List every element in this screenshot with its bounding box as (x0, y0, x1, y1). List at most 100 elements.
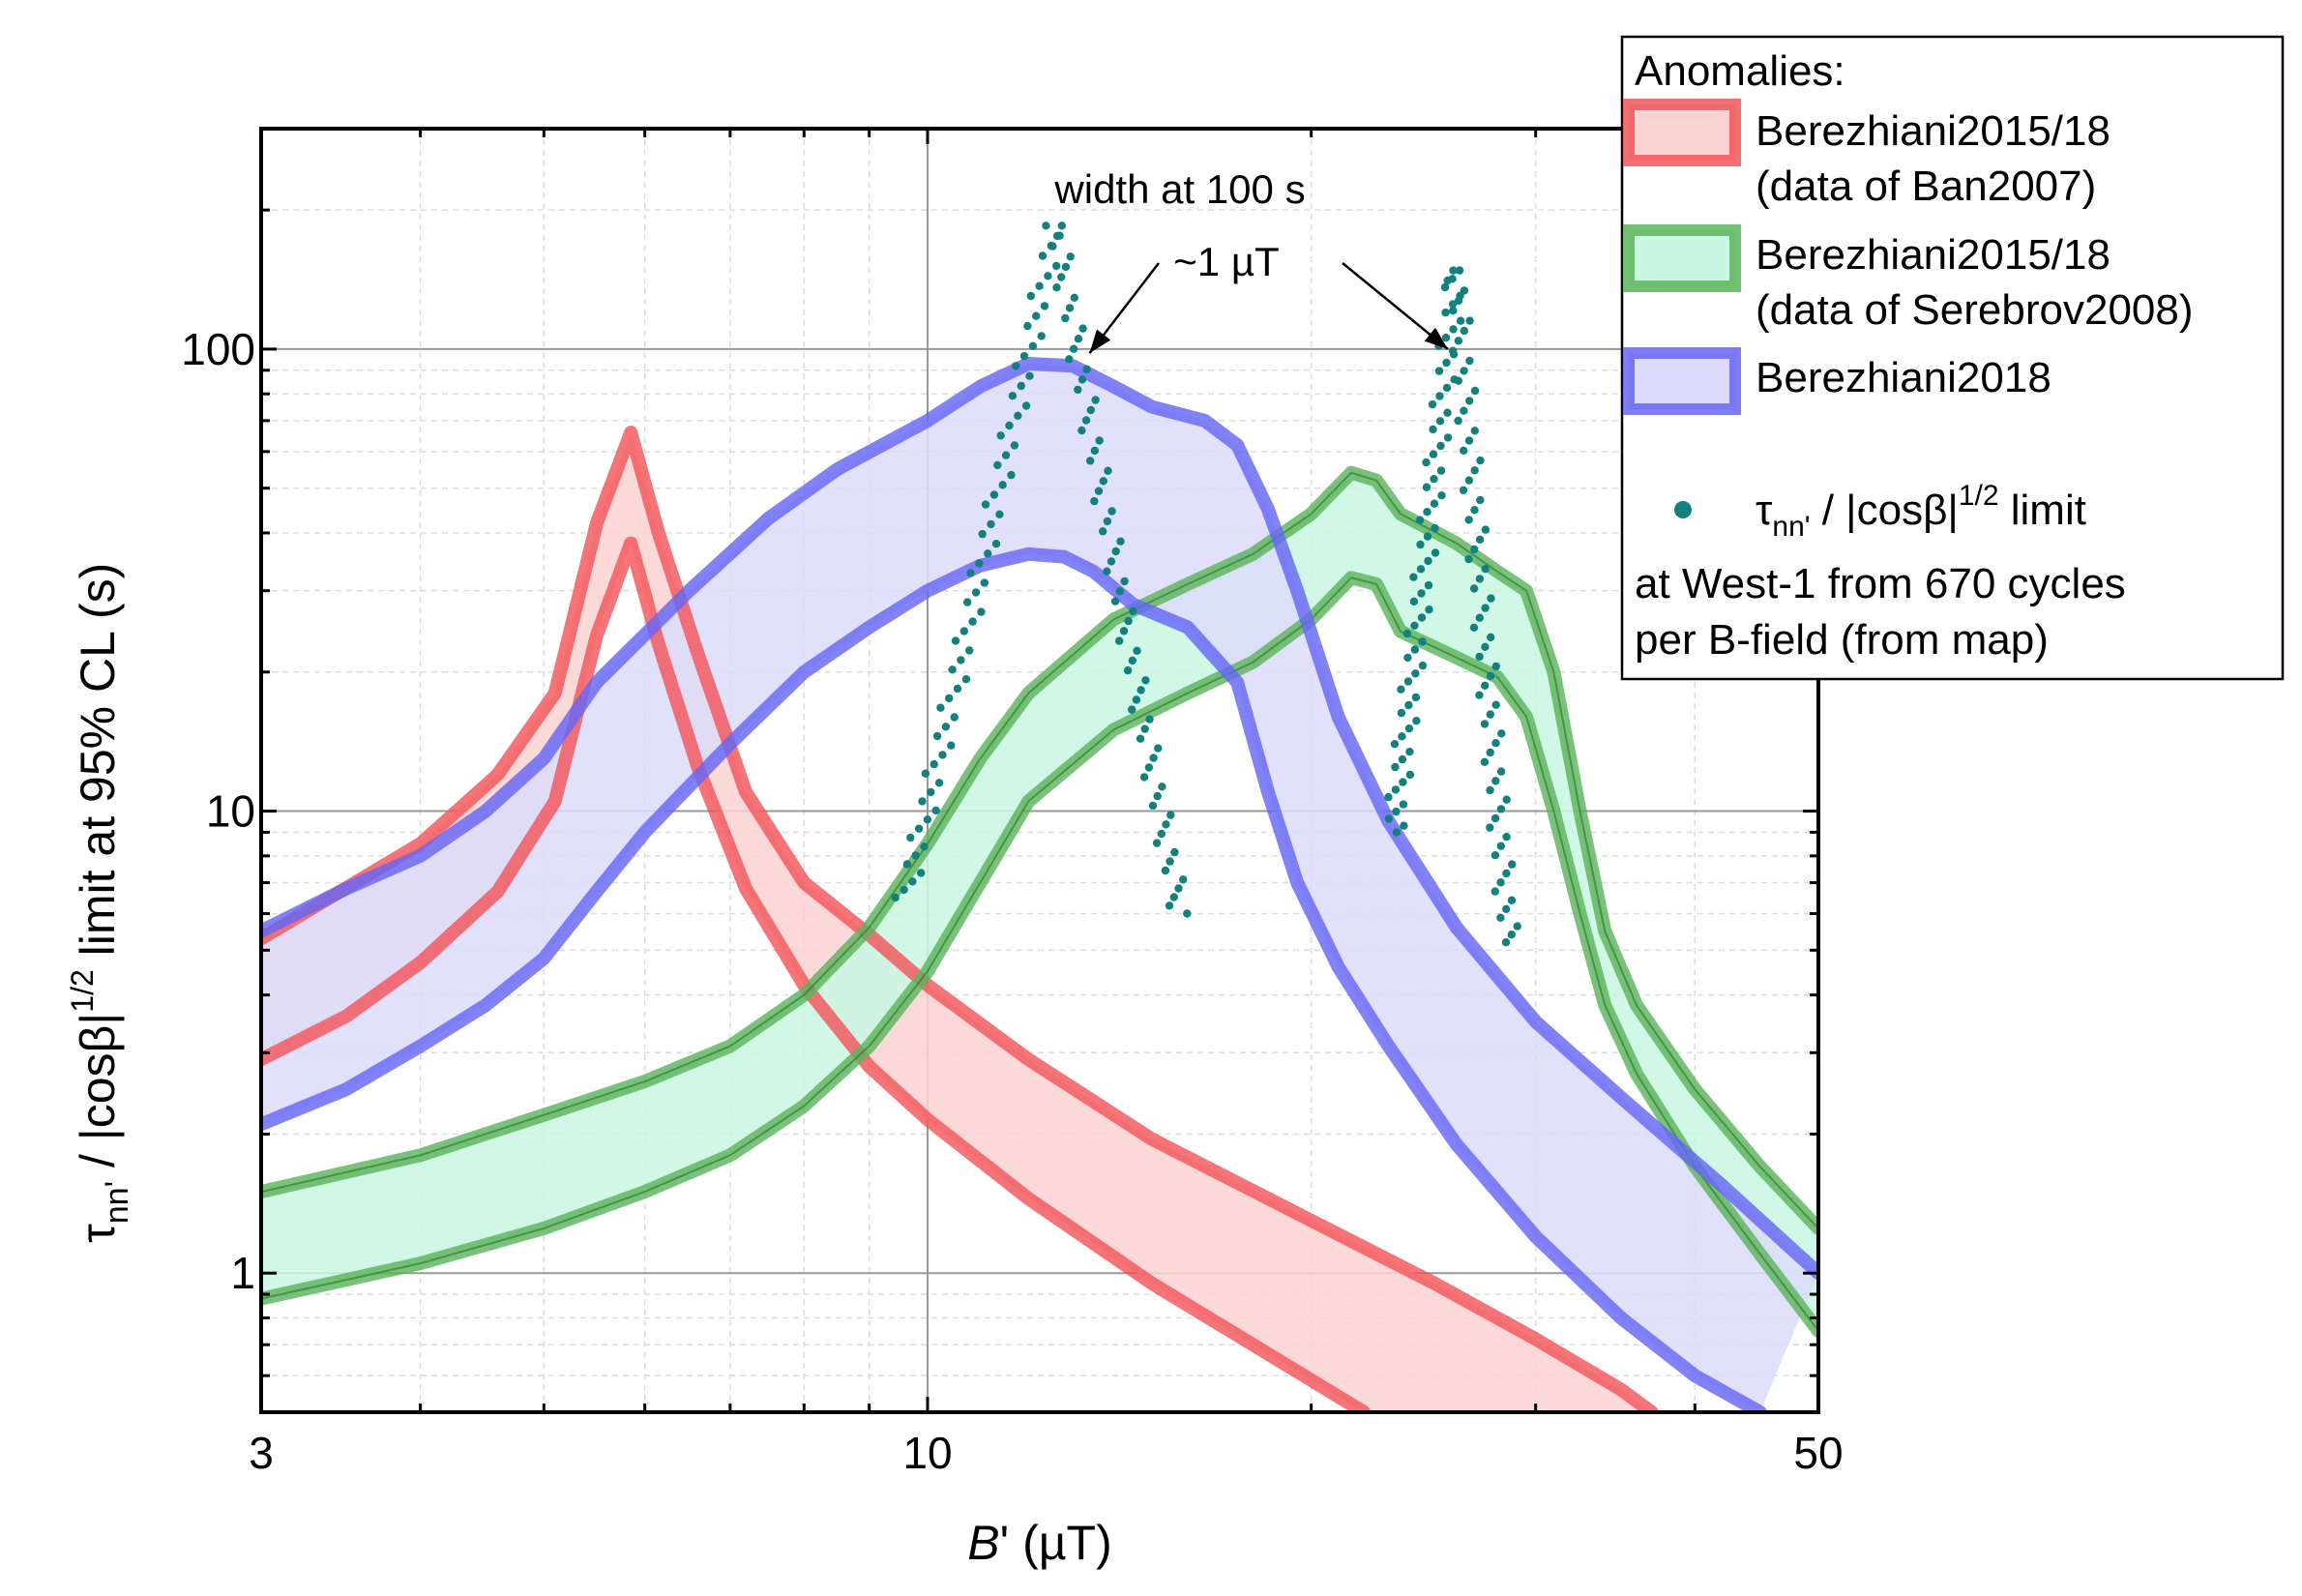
legend-swatch-ban2007 (1623, 99, 1741, 166)
band-fill-serebrov2008 (261, 472, 1818, 1331)
scatter-point (1464, 554, 1473, 564)
scatter-point (1116, 537, 1125, 546)
scatter-point (1095, 436, 1104, 445)
scatter-point (1123, 665, 1133, 675)
scatter-point (1497, 729, 1506, 738)
scatter-point (1460, 286, 1469, 295)
scatter-point (1166, 811, 1175, 819)
scatter-point (1392, 807, 1401, 816)
scatter-point (906, 833, 915, 842)
y-axis-title: τnn' / |cosβ|1/2 limit at 95% CL (s) (65, 563, 135, 1243)
scatter-point (1409, 597, 1419, 606)
x-axis-title: B' (µT) (967, 1516, 1111, 1570)
legend-scatter-sub: nn' (1772, 511, 1810, 543)
scatter-point (1012, 362, 1020, 370)
scatter-point (1454, 337, 1463, 345)
scatter-point (1464, 516, 1473, 524)
scatter-point (1490, 851, 1500, 860)
scatter-point (953, 684, 962, 694)
scatter-point (930, 759, 938, 769)
scatter-point (1429, 425, 1437, 434)
scatter-point (936, 703, 945, 712)
scatter-point (1470, 386, 1480, 396)
scatter-point (1442, 358, 1451, 368)
scatter-point (1476, 495, 1485, 505)
scatter-point (978, 529, 987, 539)
scatter-point (1465, 316, 1474, 325)
scatter-point (1026, 291, 1036, 301)
scatter-point (1057, 273, 1066, 281)
scatter-point (1496, 913, 1505, 922)
annotation-arrow-left-head (1089, 329, 1111, 354)
scatter-point (1384, 792, 1393, 802)
legend-title: Anomalies: (1635, 47, 1845, 95)
scatter-point (966, 569, 975, 577)
y-tick-label: 100 (181, 324, 255, 374)
scatter-point (1430, 499, 1439, 508)
scatter-point (1399, 800, 1408, 809)
scatter-point (1044, 272, 1052, 281)
scatter-point (1424, 580, 1433, 590)
legend-label-serebrov2008-line2: (data of Serebrov2008) (1756, 286, 2194, 334)
scatter-point (1491, 700, 1500, 709)
scatter-point (1490, 813, 1500, 823)
scatter-point (1397, 708, 1406, 718)
scatter-point (1464, 436, 1474, 445)
x-axis-title-symbol: B (967, 1516, 999, 1570)
scatter-point (1416, 565, 1426, 574)
scatter-point (1464, 476, 1474, 485)
scatter-point (1496, 805, 1506, 813)
scatter-point (1460, 367, 1468, 375)
scatter-point (934, 779, 944, 787)
scatter-point (1490, 887, 1500, 896)
scatter-point (1437, 491, 1446, 500)
scatter-point (1465, 397, 1474, 405)
plot-frame (259, 127, 1820, 1414)
scatter-point (1032, 311, 1041, 320)
scatter-point (1496, 767, 1506, 776)
scatter-point (1111, 547, 1120, 556)
scatter-point (998, 481, 1007, 489)
scatter-point (931, 806, 940, 815)
scatter-point (1491, 662, 1501, 671)
legend: Anomalies: Berezhiani2015/18 (data of Ba… (1620, 35, 2285, 681)
scatter-point (927, 787, 935, 797)
scatter-point (1425, 606, 1433, 614)
scatter-point (911, 851, 920, 860)
scatter-point (1170, 847, 1179, 857)
scatter-point (1496, 878, 1505, 887)
scatter-point (900, 885, 908, 895)
scatter-point (1052, 231, 1062, 241)
scatter-point (1174, 884, 1183, 893)
scatter-point (1435, 417, 1445, 426)
scatter-point (891, 893, 900, 902)
scatter-point (1403, 677, 1413, 686)
scatter-point (1094, 487, 1104, 495)
scatter-point (1391, 762, 1400, 772)
scatter-point (1502, 833, 1511, 842)
scatter-point (932, 731, 942, 741)
scatter-point (1021, 401, 1031, 410)
scatter-point (902, 860, 912, 869)
annotations: width at 100 s ~1 µT (1053, 166, 1449, 354)
scatter-point (1091, 396, 1100, 404)
scatter-point (908, 877, 917, 886)
scatter-point (1429, 450, 1438, 458)
scatter-point (1415, 516, 1425, 524)
scatter-point (961, 675, 971, 684)
scatter-point (1486, 785, 1494, 795)
scatter-point (1434, 367, 1444, 375)
scatter-point (1061, 262, 1071, 272)
scatter-point (1470, 466, 1479, 475)
bands (261, 357, 1818, 1412)
legend-scatter-rest: limit (1999, 487, 2086, 534)
scatter-point (1136, 686, 1145, 695)
scatter-point (1107, 557, 1116, 566)
scatter-point (1428, 399, 1437, 409)
band-upper-berezhiani2018 (261, 357, 1818, 1281)
scatter-point (989, 490, 999, 499)
scatter-point (1007, 470, 1016, 480)
scatter-point (957, 656, 965, 665)
scatter-point (1402, 629, 1412, 638)
scatter-point (1398, 754, 1407, 764)
